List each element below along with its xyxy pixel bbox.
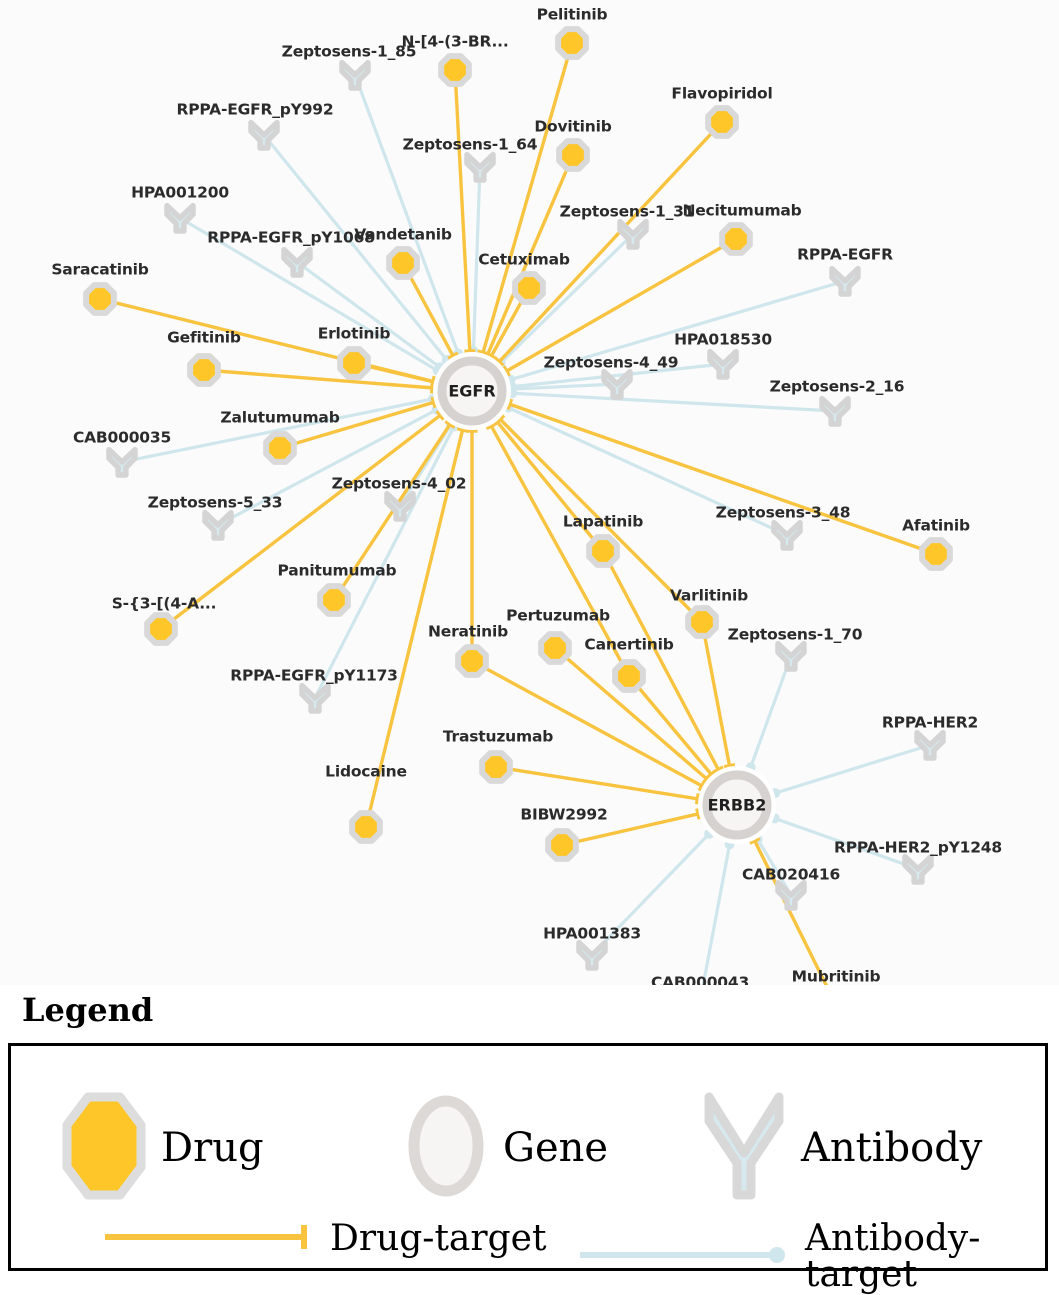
drug-node[interactable]: [144, 612, 178, 646]
drug-target-edge: [700, 621, 736, 769]
drug-target-edge: [506, 398, 937, 556]
drug-target-edge: [279, 396, 437, 450]
legend-item-gene: Gene: [403, 1091, 608, 1205]
gene-circle-icon: [403, 1091, 489, 1205]
antibody-node[interactable]: [248, 119, 280, 151]
drug-node[interactable]: [317, 583, 351, 617]
legend-label-gene: Gene: [503, 1125, 609, 1171]
legend-item-antibody: Antibody: [701, 1091, 982, 1205]
antibody-target-edge: [698, 839, 735, 1003]
legend-item-antibody-target: Antibody-target: [576, 1221, 1045, 1293]
drug-node[interactable]: [512, 271, 546, 305]
drug-node[interactable]: [586, 534, 620, 568]
drug-target-edge: [471, 659, 706, 792]
drug-target-edge: [482, 154, 575, 358]
antibody-target-edge: [769, 813, 919, 871]
drug-target-edge: [502, 237, 737, 377]
legend-label-antibody-target: Antibody-target: [805, 1218, 981, 1295]
gene-node[interactable]: [433, 352, 511, 430]
legend: Legend Drug Gene Antib: [0, 985, 1059, 1293]
antibody-target-edge: [503, 402, 788, 537]
antibody-node[interactable]: [819, 395, 851, 427]
antibody-node[interactable]: [914, 729, 946, 761]
drug-node[interactable]: [349, 810, 383, 844]
antibody-chevron-icon: [701, 1091, 787, 1205]
drug-target-edge: [494, 120, 724, 367]
antibody-node[interactable]: [601, 368, 633, 400]
drug-octagon-icon: [61, 1091, 147, 1205]
drug-node[interactable]: [919, 537, 953, 571]
network-graph[interactable]: Zeptosens-1_85 RPPA-EGFR_pY992 HPA001200 RP…: [0, 0, 1059, 1020]
drug-target-edge: [332, 419, 456, 601]
drug-target-edge: [466, 429, 478, 661]
drug-node[interactable]: [438, 53, 472, 87]
drug-node[interactable]: [263, 431, 297, 465]
drug-target-edge: [627, 674, 717, 780]
antibody-node[interactable]: [617, 218, 649, 250]
antibody-node[interactable]: [829, 265, 861, 297]
antibody-node[interactable]: [775, 640, 807, 672]
drug-target-edge: [453, 69, 476, 354]
legend-item-drug-target: Drug-target: [101, 1221, 546, 1257]
antibody-node[interactable]: [775, 879, 807, 911]
drug-node[interactable]: [455, 644, 489, 678]
drug-target-edge: [364, 426, 469, 828]
antibody-node[interactable]: [281, 246, 313, 278]
antibody-target-edge: [296, 260, 445, 373]
nodes-layer: [83, 26, 953, 1020]
drug-node[interactable]: [556, 138, 590, 172]
antibody-node[interactable]: [106, 446, 138, 478]
drug-target-edge: [495, 414, 704, 624]
drug-node[interactable]: [545, 828, 579, 862]
drug-target-edge: [749, 836, 838, 1006]
drug-node[interactable]: [386, 246, 420, 280]
drug-target-edge: [561, 808, 701, 847]
legend-title: Legend: [22, 991, 154, 1029]
legend-label-drug-target: Drug-target: [330, 1218, 547, 1259]
drug-target-line-icon: [101, 1222, 316, 1256]
legend-box: Drug Gene Antibody: [8, 1043, 1048, 1293]
antibody-node[interactable]: [771, 519, 803, 551]
antibody-node[interactable]: [339, 59, 371, 91]
drug-node[interactable]: [83, 282, 117, 316]
drug-node[interactable]: [538, 631, 572, 665]
gene-node[interactable]: [698, 766, 776, 844]
drug-target-edge: [159, 409, 445, 631]
antibody-target-edge: [770, 743, 931, 799]
drug-node[interactable]: [337, 346, 371, 380]
drug-node[interactable]: [187, 353, 221, 387]
antibody-target-edge: [590, 828, 715, 957]
drug-target-edge: [485, 421, 631, 677]
antibody-target-edge: [506, 388, 836, 413]
legend-item-drug: Drug: [61, 1091, 264, 1205]
legend-label-antibody: Antibody: [801, 1125, 983, 1171]
antibody-node[interactable]: [707, 348, 739, 380]
drug-target-edge: [495, 765, 701, 805]
network-svg: [83, 26, 953, 1020]
antibody-node[interactable]: [202, 509, 234, 541]
drug-node[interactable]: [612, 659, 646, 693]
antibody-target-edge: [262, 133, 452, 365]
antibody-node[interactable]: [164, 202, 196, 234]
drug-node[interactable]: [555, 26, 589, 60]
drug-node[interactable]: [479, 750, 513, 784]
antibody-node[interactable]: [384, 490, 416, 522]
drug-node[interactable]: [719, 222, 753, 256]
gene-node-label: ERBB2: [707, 795, 767, 815]
edges-layer: [99, 42, 937, 1006]
antibody-node[interactable]: [576, 939, 608, 971]
antibody-target-edge: [745, 655, 793, 773]
gene-node-label: EGFR: [448, 381, 496, 401]
antibody-target-line-icon: [576, 1240, 791, 1274]
antibody-node[interactable]: [902, 853, 934, 885]
drug-node[interactable]: [685, 605, 719, 639]
antibody-node[interactable]: [299, 682, 331, 714]
legend-label-drug: Drug: [161, 1125, 264, 1171]
drug-node[interactable]: [705, 105, 739, 139]
antibody-node[interactable]: [464, 151, 496, 183]
